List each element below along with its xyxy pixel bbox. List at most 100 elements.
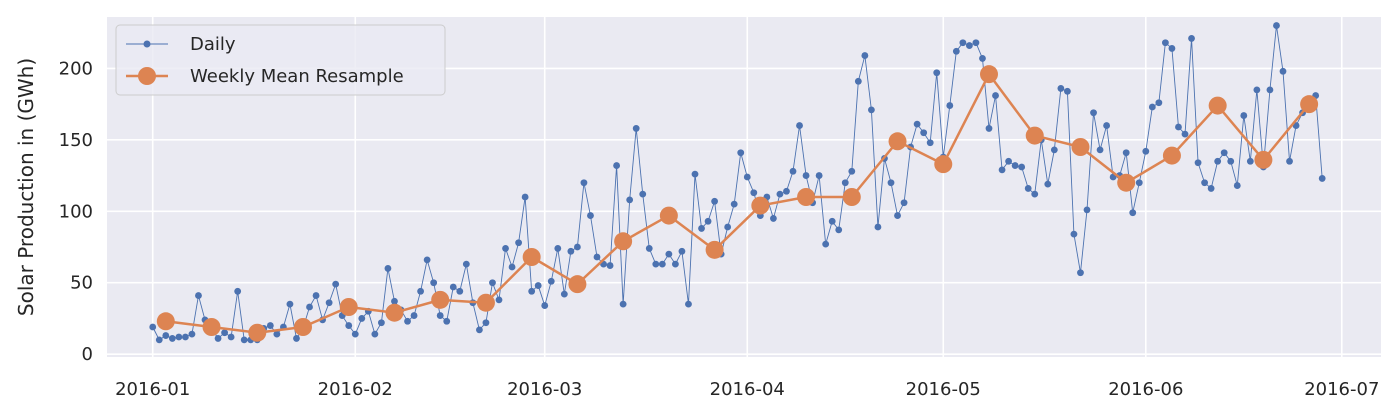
daily-point — [1129, 209, 1137, 217]
daily-point — [828, 217, 836, 225]
legend: Daily Weekly Mean Resample — [115, 24, 446, 96]
daily-point — [456, 287, 464, 295]
daily-point — [1279, 67, 1287, 75]
daily-point — [351, 330, 359, 338]
y-tick-label: 150 — [59, 130, 93, 151]
legend-box — [115, 24, 446, 96]
daily-point — [606, 262, 614, 269]
daily-point — [182, 333, 189, 341]
daily-point — [567, 247, 575, 255]
daily-point — [378, 319, 385, 327]
weekly-point — [568, 275, 587, 294]
daily-point — [711, 197, 718, 205]
daily-point — [515, 239, 522, 247]
daily-point — [155, 336, 163, 344]
daily-point — [443, 317, 451, 325]
daily-point — [658, 260, 666, 268]
weekly-point — [1300, 95, 1319, 114]
daily-point — [240, 336, 248, 344]
daily-point — [1181, 130, 1189, 138]
weekly-point — [385, 303, 404, 322]
y-tick-label: 200 — [59, 58, 93, 79]
daily-point — [645, 245, 653, 252]
daily-point — [913, 120, 921, 128]
daily-point — [868, 106, 875, 114]
x-tick-label: 2016-01 — [115, 379, 190, 400]
daily-point — [1024, 185, 1032, 192]
daily-point — [992, 92, 999, 99]
daily-point — [750, 189, 758, 197]
weekly-point — [797, 188, 816, 206]
daily-point — [358, 315, 366, 322]
daily-point — [1122, 149, 1130, 157]
daily-point — [874, 223, 882, 231]
daily-point — [462, 260, 470, 268]
daily-point — [822, 240, 830, 248]
daily-point — [854, 77, 862, 85]
daily-point — [789, 167, 797, 175]
daily-point — [1044, 180, 1052, 188]
daily-point — [724, 223, 732, 231]
daily-point — [894, 212, 901, 219]
daily-point — [528, 287, 536, 295]
daily-point — [952, 47, 960, 55]
daily-point — [665, 250, 673, 258]
daily-point — [946, 102, 954, 109]
weekly-point — [842, 188, 861, 206]
legend-weekly-marker — [138, 67, 156, 85]
daily-point — [926, 139, 934, 147]
daily-point — [632, 125, 640, 132]
weekly-point — [1071, 138, 1090, 156]
daily-point — [391, 297, 398, 305]
daily-point — [796, 122, 803, 129]
daily-point — [476, 326, 483, 334]
daily-point — [1266, 86, 1274, 94]
daily-point — [1142, 147, 1150, 155]
weekly-point — [156, 312, 175, 331]
daily-point — [195, 292, 202, 299]
daily-point — [985, 125, 993, 132]
daily-point — [234, 287, 242, 295]
daily-point — [613, 162, 620, 169]
daily-point — [737, 149, 745, 157]
daily-point — [652, 260, 660, 268]
daily-point — [554, 245, 562, 252]
x-tick-label: 2016-05 — [906, 379, 981, 400]
daily-point — [783, 187, 790, 195]
daily-point — [587, 212, 594, 219]
daily-point — [933, 69, 941, 77]
daily-point — [770, 215, 777, 222]
daily-point — [227, 333, 235, 341]
daily-point — [685, 300, 692, 308]
daily-point — [273, 330, 281, 338]
y-tick-label: 50 — [70, 273, 93, 294]
daily-point — [841, 179, 849, 187]
daily-point — [168, 335, 176, 342]
daily-point — [920, 129, 928, 137]
daily-point — [1070, 230, 1078, 238]
weekly-point — [1025, 126, 1044, 145]
weekly-point — [934, 155, 953, 174]
daily-point — [1155, 99, 1163, 107]
daily-point — [1220, 149, 1228, 157]
daily-point — [704, 217, 712, 225]
daily-point — [325, 299, 333, 307]
daily-point — [1162, 39, 1169, 47]
x-tick-label: 2016-03 — [507, 379, 582, 400]
daily-point — [175, 333, 183, 341]
daily-point — [861, 52, 869, 59]
daily-point — [1057, 85, 1065, 92]
daily-point — [1096, 146, 1104, 154]
daily-point — [959, 39, 967, 47]
grid — [107, 17, 1381, 357]
x-tick-label: 2016-04 — [710, 379, 785, 400]
daily-point — [1148, 103, 1156, 111]
daily-point — [776, 190, 784, 198]
series-weekly — [156, 65, 1319, 342]
daily-point — [541, 302, 549, 309]
daily-point — [521, 193, 529, 201]
daily-point — [619, 300, 627, 308]
daily-point — [593, 253, 601, 261]
daily-point — [1207, 185, 1215, 192]
